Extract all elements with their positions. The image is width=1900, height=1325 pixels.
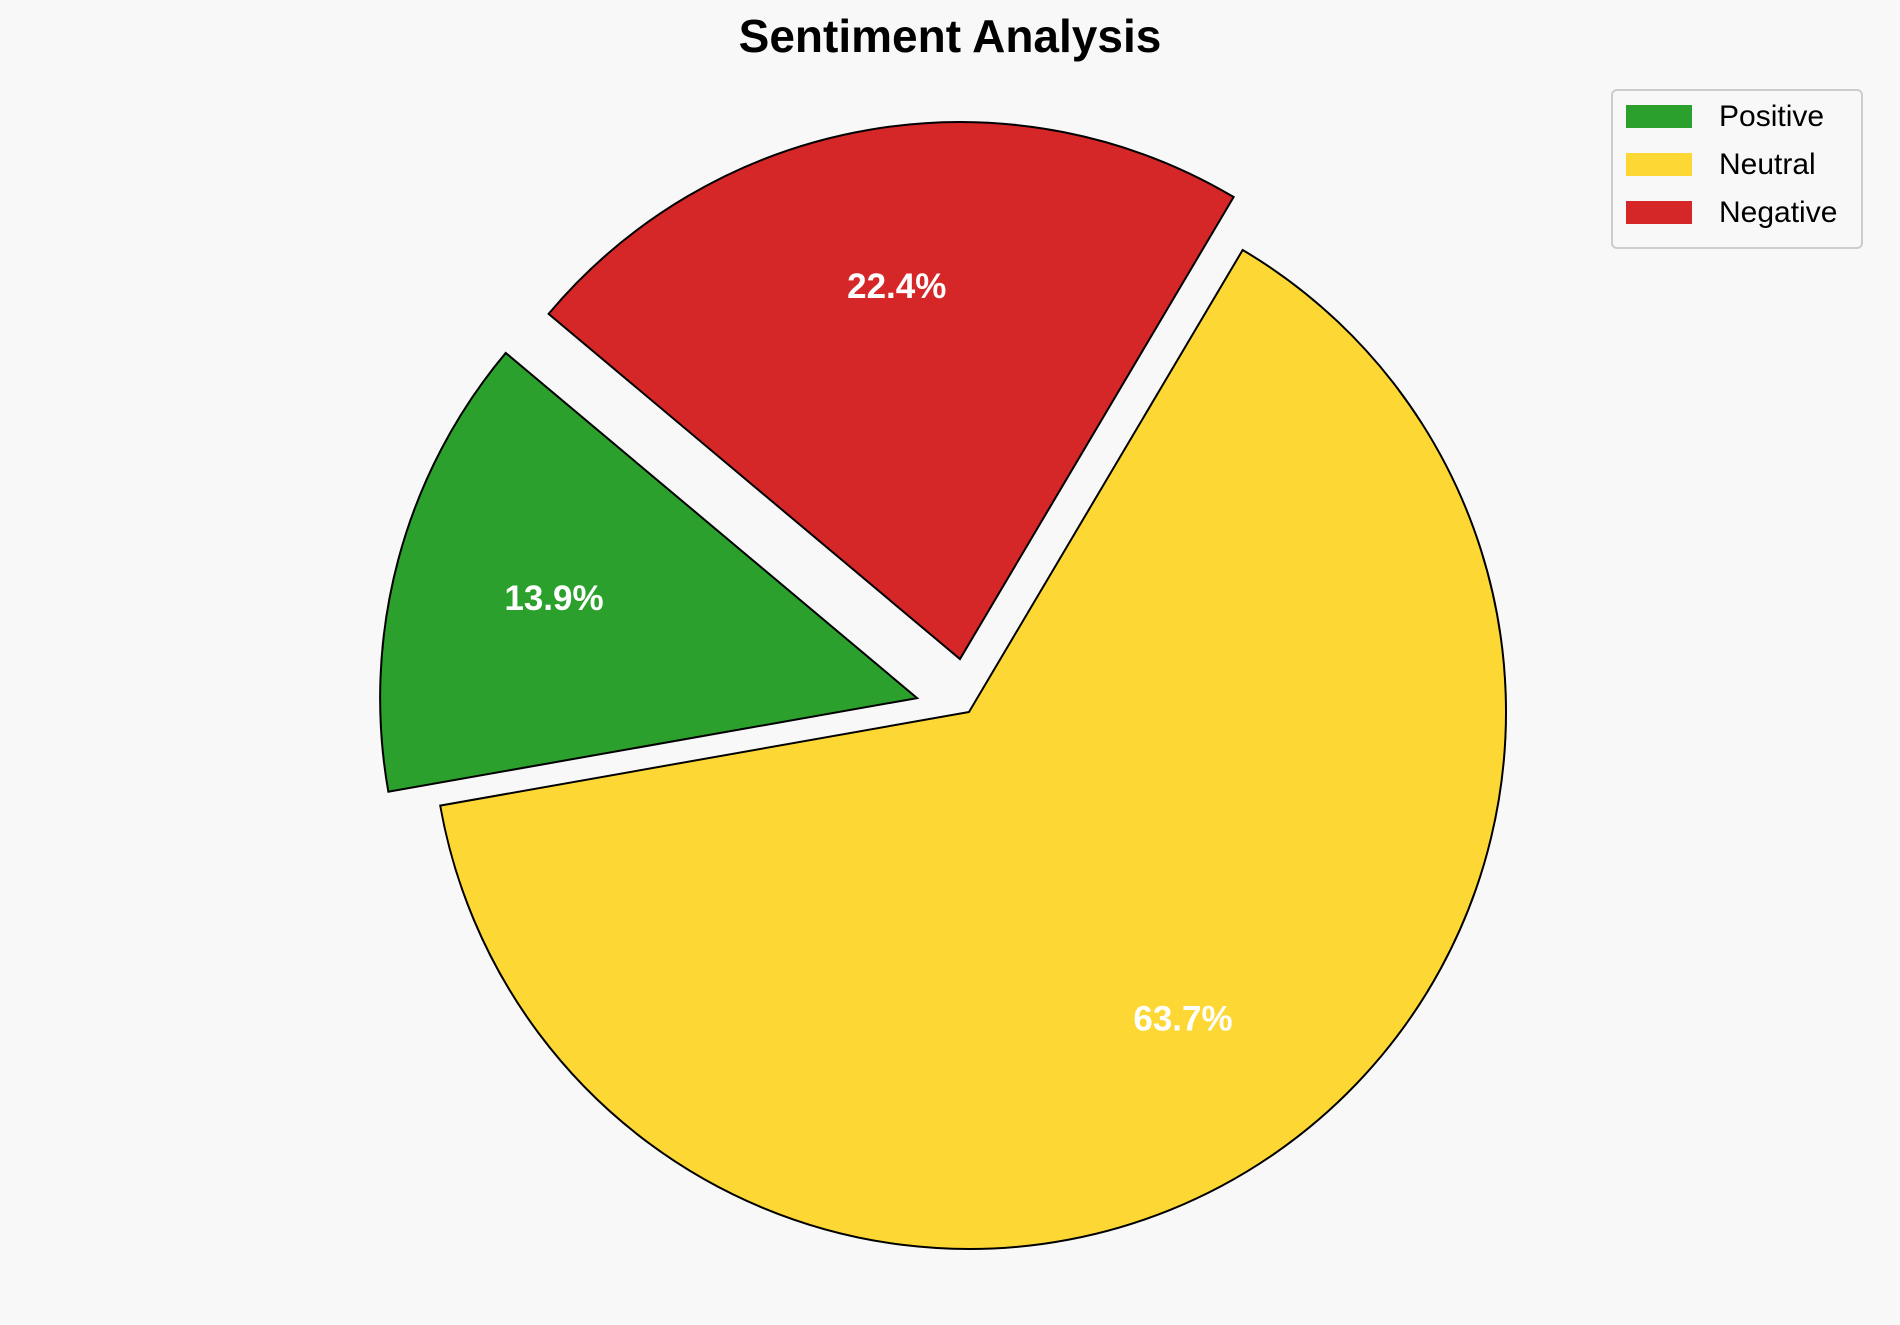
chart-title: Sentiment Analysis bbox=[739, 10, 1162, 62]
pie-slice bbox=[439, 248, 1507, 1250]
pie-slice bbox=[547, 121, 1236, 661]
slice-label: 22.4% bbox=[847, 267, 946, 306]
legend-swatch bbox=[1626, 153, 1692, 176]
legend-label: Positive bbox=[1719, 100, 1824, 133]
legend-swatch bbox=[1626, 105, 1692, 128]
legend-swatch bbox=[1626, 201, 1692, 224]
legend-label: Negative bbox=[1719, 196, 1837, 229]
slice-label: 63.7% bbox=[1133, 999, 1232, 1038]
legend-label: Neutral bbox=[1719, 148, 1816, 181]
slice-label: 13.9% bbox=[504, 579, 603, 618]
pie-slice bbox=[379, 351, 920, 793]
